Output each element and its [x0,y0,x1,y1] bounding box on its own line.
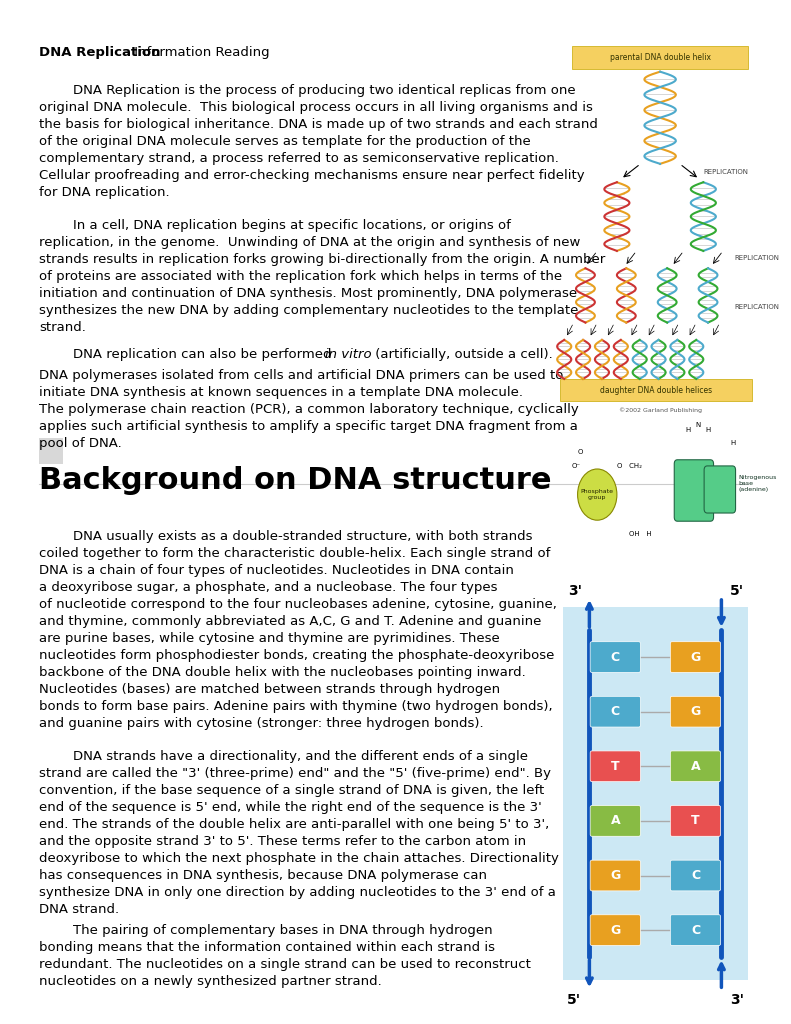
FancyBboxPatch shape [670,806,721,837]
Text: REPLICATION: REPLICATION [703,169,748,175]
Text: DNA replication can also be performed: DNA replication can also be performed [40,348,336,361]
FancyBboxPatch shape [590,642,641,673]
Text: T: T [691,814,700,827]
Text: Information Reading: Information Reading [130,46,269,59]
FancyBboxPatch shape [590,860,641,891]
Text: DNA Replication: DNA Replication [40,46,161,59]
FancyBboxPatch shape [40,438,62,464]
Text: DNA usually exists as a double-stranded structure, with both strands
coiled toge: DNA usually exists as a double-stranded … [40,530,557,730]
Text: C: C [611,650,620,664]
Text: N: N [695,422,701,428]
FancyBboxPatch shape [590,914,641,945]
Text: OH   H: OH H [629,530,651,537]
Text: Background on DNA structure: Background on DNA structure [40,466,552,495]
Text: G: G [691,706,701,718]
FancyBboxPatch shape [590,806,641,837]
Text: In a cell, DNA replication begins at specific locations, or origins of
replicati: In a cell, DNA replication begins at spe… [40,219,606,334]
Text: A: A [691,760,700,773]
Text: in vitro: in vitro [325,348,372,361]
Circle shape [577,469,617,520]
FancyBboxPatch shape [674,460,713,521]
Text: The pairing of complementary bases in DNA through hydrogen
bonding means that th: The pairing of complementary bases in DN… [40,924,532,987]
Text: G: G [610,869,620,882]
FancyBboxPatch shape [572,46,748,69]
Text: DNA Replication is the process of producing two identical replicas from one
orig: DNA Replication is the process of produc… [40,84,598,199]
Text: 5': 5' [730,584,744,598]
Text: 3': 3' [730,993,744,1008]
Text: H: H [731,440,736,446]
Text: C: C [611,706,620,718]
Text: REPLICATION: REPLICATION [735,304,780,310]
Text: daughter DNA double helices: daughter DNA double helices [600,386,712,394]
FancyBboxPatch shape [670,696,721,727]
FancyBboxPatch shape [670,751,721,781]
Text: O: O [577,449,583,455]
Text: A: A [611,814,620,827]
Text: 3': 3' [568,584,582,598]
Text: (artificially, outside a cell).: (artificially, outside a cell). [371,348,553,361]
Text: DNA strands have a directionality, and the different ends of a single
strand are: DNA strands have a directionality, and t… [40,750,559,915]
FancyBboxPatch shape [590,696,641,727]
Text: C: C [691,869,700,882]
Text: G: G [691,650,701,664]
Text: ©2002 Garland Publishing: ©2002 Garland Publishing [619,408,702,414]
Text: parental DNA double helix: parental DNA double helix [610,53,710,61]
Text: H: H [706,427,711,433]
Text: H: H [685,427,691,433]
Text: G: G [610,924,620,937]
Text: 5': 5' [566,993,581,1008]
Text: O⁻: O⁻ [572,463,581,469]
FancyBboxPatch shape [670,914,721,945]
FancyBboxPatch shape [590,751,641,781]
Text: Nitrogenous
base
(adenine): Nitrogenous base (adenine) [739,475,777,492]
Text: T: T [611,760,619,773]
Text: DNA polymerases isolated from cells and artificial DNA primers can be used to
in: DNA polymerases isolated from cells and … [40,369,579,450]
FancyBboxPatch shape [562,607,748,980]
Text: Phosphate
group: Phosphate group [581,489,614,500]
FancyBboxPatch shape [704,466,736,513]
Text: O   CH₂: O CH₂ [617,463,642,469]
FancyBboxPatch shape [560,379,752,401]
Text: C: C [691,924,700,937]
FancyBboxPatch shape [670,642,721,673]
FancyBboxPatch shape [670,860,721,891]
Text: REPLICATION: REPLICATION [735,255,780,261]
